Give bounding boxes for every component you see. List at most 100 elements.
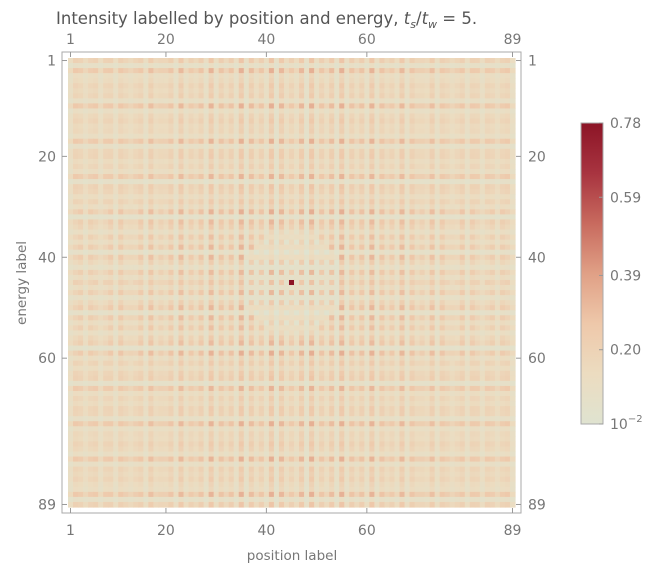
heatmap-cell	[319, 128, 325, 135]
heatmap-cell	[309, 123, 315, 130]
heatmap-cell	[98, 93, 104, 99]
heatmap-cell	[454, 234, 461, 241]
heatmap-cell	[218, 325, 225, 332]
heatmap-cell	[138, 249, 144, 256]
heatmap-cell	[374, 300, 380, 306]
heatmap-cell	[273, 163, 280, 170]
heatmap-cell	[439, 153, 446, 160]
heatmap-cell	[158, 93, 165, 99]
heatmap-cell	[444, 179, 451, 185]
heatmap-cell	[399, 214, 406, 221]
heatmap-cell	[489, 239, 496, 246]
heatmap-cell	[409, 285, 416, 291]
heatmap-cell	[273, 315, 280, 321]
heatmap-cell	[464, 254, 471, 261]
heatmap-cell	[434, 269, 441, 276]
heatmap-cell	[278, 108, 285, 115]
heatmap-cell	[288, 335, 295, 342]
heatmap-cell	[434, 103, 441, 110]
heatmap-cell	[494, 300, 501, 306]
heatmap-cell	[83, 295, 89, 301]
heatmap-cell	[158, 184, 165, 190]
heatmap-cell	[263, 325, 270, 332]
heatmap-cell	[404, 234, 411, 241]
heatmap-cell	[248, 194, 255, 200]
heatmap-cell	[168, 174, 175, 180]
heatmap-cell	[278, 249, 285, 256]
heatmap-cell	[273, 73, 280, 79]
heatmap-cell	[233, 224, 240, 231]
heatmap-cell	[504, 204, 511, 210]
heatmap-cell	[248, 58, 255, 64]
heatmap-cell	[163, 63, 170, 69]
heatmap-cell	[173, 264, 180, 271]
heatmap-cell	[93, 224, 99, 231]
heatmap-cell	[324, 234, 330, 241]
heatmap-cell	[163, 274, 170, 281]
heatmap-cell	[424, 158, 431, 165]
heatmap-cell	[68, 108, 74, 115]
heatmap-cell	[339, 123, 345, 130]
heatmap-cell	[504, 58, 511, 64]
heatmap-cell	[414, 269, 421, 276]
heatmap-cell	[344, 279, 350, 286]
heatmap-cell	[148, 189, 154, 195]
heatmap-cell	[133, 93, 139, 99]
heatmap-cell	[213, 153, 220, 160]
heatmap-cell	[384, 310, 391, 316]
heatmap-cell	[273, 118, 280, 125]
heatmap-cell	[138, 264, 144, 271]
heatmap-cell	[218, 133, 225, 140]
heatmap-cell	[273, 239, 280, 246]
heatmap-cell	[404, 315, 411, 321]
heatmap-cell	[509, 264, 516, 271]
heatmap-cell	[494, 310, 501, 316]
heatmap-cell	[243, 254, 250, 261]
heatmap-cell	[479, 229, 486, 236]
heatmap-cell	[238, 143, 245, 150]
heatmap-cell	[248, 290, 255, 296]
heatmap-cell	[183, 108, 190, 115]
heatmap-cell	[238, 184, 245, 190]
heatmap-cell	[213, 103, 220, 110]
heatmap-cell	[133, 254, 139, 261]
heatmap-cell	[364, 93, 370, 99]
heatmap-cell	[454, 209, 461, 215]
heatmap-cell	[218, 63, 225, 69]
heatmap-cell	[434, 335, 441, 342]
heatmap-cell	[399, 269, 406, 276]
heatmap-cell	[123, 330, 129, 337]
heatmap-cell	[334, 138, 340, 145]
heatmap-cell	[464, 234, 471, 241]
heatmap-cell	[173, 179, 180, 185]
heatmap-cell	[469, 269, 476, 276]
heatmap-cell	[218, 335, 225, 342]
heatmap-cell	[98, 244, 104, 251]
heatmap-cell	[243, 174, 250, 180]
heatmap-cell	[103, 88, 109, 94]
heatmap-cell	[183, 259, 190, 266]
heatmap-cell	[294, 310, 300, 316]
heatmap-cell	[113, 58, 119, 64]
heatmap-cell	[93, 290, 99, 296]
heatmap-cell	[419, 68, 426, 74]
heatmap-cell	[253, 204, 260, 210]
heatmap-cell	[143, 123, 149, 130]
heatmap-cell	[414, 153, 421, 160]
heatmap-cell	[309, 73, 315, 79]
heatmap-cell	[329, 158, 335, 165]
heatmap-cell	[449, 315, 456, 321]
heatmap-cell	[183, 118, 190, 125]
heatmap-cell	[409, 58, 416, 64]
heatmap-cell	[138, 290, 144, 296]
heatmap-cell	[123, 113, 129, 120]
heatmap-cell	[183, 83, 190, 89]
heatmap-cell	[329, 290, 335, 296]
heatmap-cell	[389, 320, 396, 326]
heatmap-cell	[404, 78, 411, 84]
heatmap-cell	[484, 68, 491, 74]
heatmap-cell	[499, 239, 506, 246]
heatmap-cell	[479, 83, 486, 89]
heatmap-cell	[299, 259, 305, 266]
heatmap-cell	[374, 174, 380, 180]
